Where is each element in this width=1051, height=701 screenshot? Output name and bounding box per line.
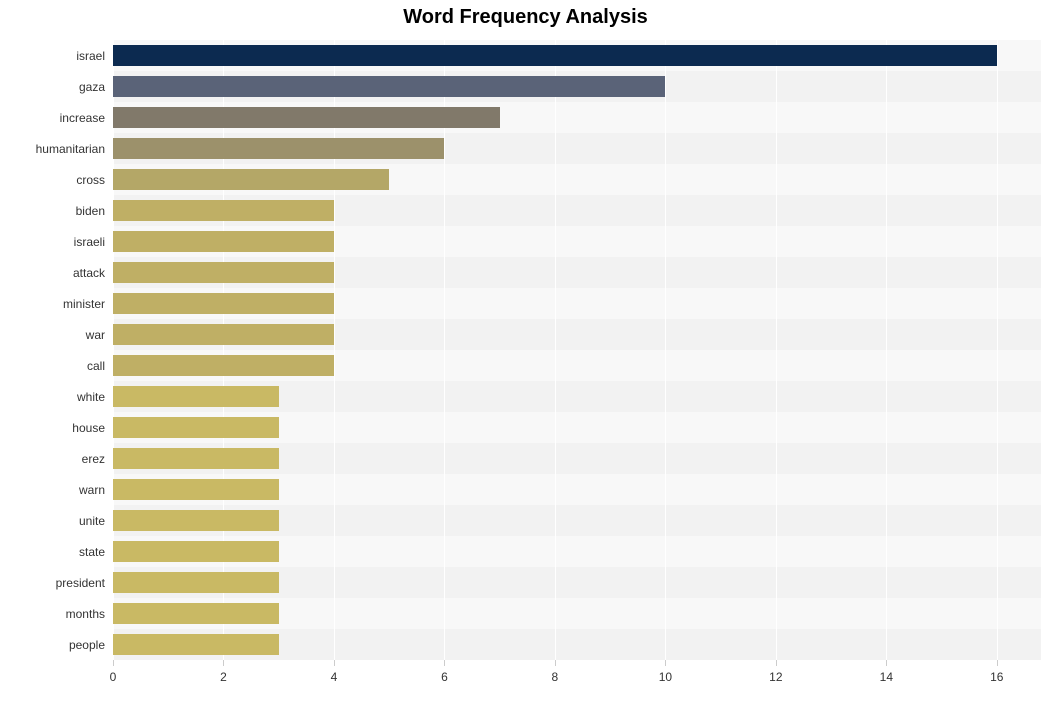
bar (113, 448, 279, 470)
y-tick-label: cross (76, 173, 113, 187)
y-tick-label: unite (79, 514, 113, 528)
y-tick-label: israel (76, 49, 113, 63)
gridline (665, 40, 666, 660)
bar (113, 169, 389, 191)
gridline (886, 40, 887, 660)
bar (113, 293, 334, 315)
y-tick-label: biden (76, 204, 113, 218)
x-tick-label: 16 (990, 660, 1003, 684)
bar (113, 634, 279, 656)
y-tick-label: erez (82, 452, 113, 466)
gridline (555, 40, 556, 660)
bar (113, 603, 279, 625)
bar (113, 107, 500, 129)
bar (113, 262, 334, 284)
gridline (776, 40, 777, 660)
bar (113, 324, 334, 346)
bar (113, 231, 334, 253)
bar (113, 541, 279, 563)
bar (113, 200, 334, 222)
x-tick-label: 12 (769, 660, 782, 684)
gridline (113, 40, 114, 660)
bar (113, 572, 279, 594)
bar (113, 510, 279, 532)
bar (113, 417, 279, 439)
y-tick-label: humanitarian (36, 142, 113, 156)
plot-area: 0246810121416israelgazaincreasehumanitar… (113, 40, 1041, 660)
bar (113, 386, 279, 408)
bar (113, 45, 997, 67)
y-tick-label: white (77, 390, 113, 404)
y-tick-label: months (66, 607, 113, 621)
bar (113, 355, 334, 377)
y-tick-label: war (86, 328, 113, 342)
x-tick-label: 4 (331, 660, 338, 684)
x-tick-label: 0 (110, 660, 117, 684)
y-tick-label: increase (60, 111, 113, 125)
gridline (444, 40, 445, 660)
bar (113, 479, 279, 501)
y-tick-label: call (87, 359, 113, 373)
y-tick-label: house (72, 421, 113, 435)
y-tick-label: gaza (79, 80, 113, 94)
gridline (334, 40, 335, 660)
y-tick-label: minister (63, 297, 113, 311)
chart-title: Word Frequency Analysis (0, 6, 1051, 29)
y-tick-label: warn (79, 483, 113, 497)
y-tick-label: state (79, 545, 113, 559)
y-tick-label: attack (73, 266, 113, 280)
gridline (997, 40, 998, 660)
y-tick-label: people (69, 638, 113, 652)
y-tick-label: israeli (74, 235, 113, 249)
y-tick-label: president (56, 576, 113, 590)
x-tick-label: 6 (441, 660, 448, 684)
x-tick-label: 14 (880, 660, 893, 684)
x-tick-label: 10 (659, 660, 672, 684)
x-tick-label: 8 (552, 660, 559, 684)
bar (113, 138, 444, 160)
gridline (223, 40, 224, 660)
bar (113, 76, 665, 98)
x-tick-label: 2 (220, 660, 227, 684)
chart-container: Word Frequency Analysis 0246810121416isr… (0, 0, 1051, 701)
